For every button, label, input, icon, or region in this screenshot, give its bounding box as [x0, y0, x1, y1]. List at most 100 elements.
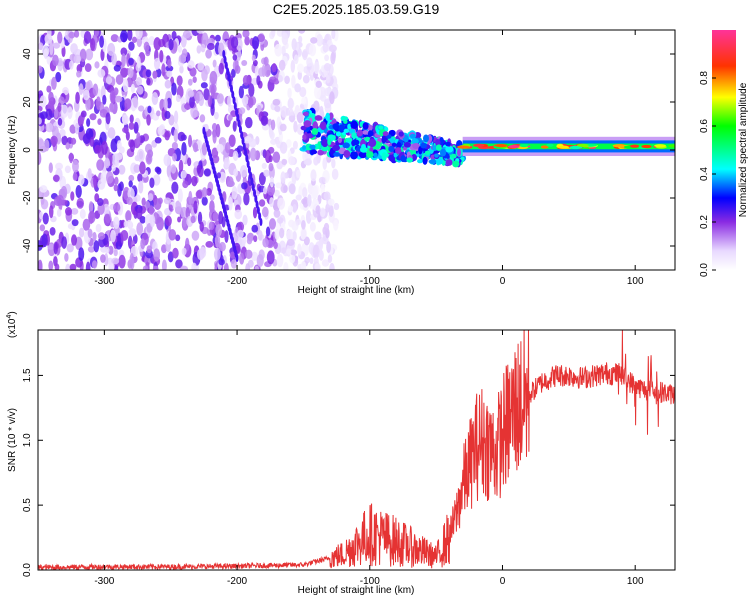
spectrogram-noise-blob — [38, 259, 43, 270]
spectrogram-noise-blob — [227, 95, 232, 108]
spectrogram-noise-blob — [180, 134, 187, 141]
spectrogram-noise-blob — [85, 97, 91, 111]
spectrogram-noise-blob — [188, 78, 193, 86]
spectrogram-noise-blob — [288, 183, 296, 195]
spectrogram-signal-blob — [398, 131, 404, 137]
spectrogram-noise-blob — [75, 184, 82, 199]
spectrogram-noise-blob — [201, 68, 208, 82]
spectrogram-noise-blob — [326, 241, 332, 253]
spectrogram-noise-blob — [104, 246, 110, 254]
spectrogram-noise-blob — [272, 151, 281, 163]
spectrogram-carrier-blob — [576, 143, 589, 147]
spectrogram-noise-blob — [48, 205, 54, 219]
spectrogram-noise-blob — [196, 30, 205, 34]
snr-y-tick-label: 0.5 — [22, 498, 33, 512]
spectrogram-x-tick-label: -200 — [227, 276, 247, 287]
spectrogram-signal-blob — [389, 137, 395, 144]
spectrogram-noise-blob — [302, 196, 309, 208]
spectrogram-noise-blob — [182, 216, 187, 228]
spectrogram-noise-blob — [263, 169, 270, 177]
spectrogram-noise-blob — [315, 205, 321, 215]
spectrogram-noise-blob — [274, 43, 283, 57]
spectrogram-noise-blob — [173, 128, 179, 143]
spectrogram-noise-blob — [301, 219, 306, 230]
spectrogram-noise-blob — [128, 57, 134, 66]
spectrogram-noise-blob — [117, 233, 122, 247]
chart-title: C2E5.2025.185.03.59.G19 — [273, 1, 440, 17]
spectrogram-noise-blob — [214, 234, 221, 248]
spectrogram-signal-blob — [345, 137, 353, 142]
spectrogram-noise-blob — [281, 247, 287, 254]
spectrogram-noise-blob — [187, 157, 192, 167]
spectrogram-noise-blob — [133, 164, 141, 173]
spectrogram-noise-blob — [309, 72, 314, 81]
snr-exponent-power: 4 — [6, 315, 13, 319]
spectrogram-streak-blob — [229, 84, 233, 93]
spectrogram-streak-blob — [237, 119, 241, 128]
spectrogram-noise-blob — [106, 171, 114, 184]
spectrogram-noise-blob — [292, 140, 298, 150]
spectrogram-noise-blob — [88, 201, 94, 213]
spectrogram-noise-blob — [109, 103, 114, 113]
spectrogram-signal-blob — [359, 146, 368, 153]
spectrogram-noise-blob — [87, 228, 93, 239]
spectrogram-noise-blob — [239, 164, 248, 178]
spectrogram-streak-blob — [238, 125, 242, 134]
spectrogram-signal-blob — [337, 137, 343, 144]
spectrogram-noise-blob — [238, 85, 244, 99]
spectrogram-noise-blob — [154, 137, 162, 144]
spectrogram-noise-blob — [111, 257, 120, 265]
spectrogram-x-ticks: -300 -200 -100 0 100 — [94, 30, 644, 287]
spectrogram-noise-blob — [309, 257, 314, 265]
spectrogram-noise-blob — [292, 230, 297, 241]
spectrogram-noise-blob — [118, 254, 126, 269]
spectrogram-noise-blob — [296, 111, 304, 124]
spectrogram-noise-blob — [65, 142, 71, 150]
spectrogram-noise-blob — [175, 94, 181, 103]
spectrogram-signal-blob — [450, 153, 457, 159]
spectrogram-noise-blob — [108, 245, 114, 255]
spectrogram-noise-blob — [171, 30, 177, 40]
spectrogram-noise-blob — [122, 78, 129, 93]
spectrogram-noise-blob — [122, 127, 129, 134]
spectrogram-streak-blob — [250, 177, 254, 186]
spectrogram-noise-blob — [267, 183, 276, 196]
spectrogram-noise-blob — [118, 164, 126, 175]
spectrogram-noise-blob — [274, 105, 281, 112]
spectrogram-noise-blob — [142, 265, 149, 270]
spectrogram-noise-blob — [318, 176, 326, 184]
spectrogram-noise-blob — [136, 132, 141, 146]
spectrogram-signal-blob — [343, 150, 351, 158]
spectrogram-noise-blob — [199, 114, 206, 123]
spectrogram-noise-blob — [180, 265, 188, 270]
spectrogram-noise-blob — [61, 135, 68, 146]
snr-exponent-base: (x10 — [7, 318, 18, 338]
spectrogram-noise-blob — [70, 43, 78, 54]
spectrogram-noise-blob — [89, 37, 96, 51]
spectrogram-noise-blob — [73, 54, 82, 64]
spectrogram-noise-blob — [119, 181, 124, 192]
spectrogram-noise-blob — [196, 164, 202, 174]
spectrogram-noise-blob — [261, 162, 267, 170]
spectrogram-signal-blob — [342, 142, 350, 149]
spectrogram-noise-blob — [116, 140, 122, 151]
spectrogram-noise-blob — [247, 96, 254, 109]
spectrogram-noise-blob — [161, 63, 166, 77]
spectrogram-signal-blob — [302, 111, 309, 117]
spectrogram-noise-blob — [179, 65, 184, 74]
spectrogram-noise-blob — [156, 167, 162, 175]
spectrogram-noise-blob — [213, 111, 219, 120]
spectrogram-noise-blob — [100, 254, 106, 263]
spectrogram-noise-blob — [210, 85, 215, 99]
spectrogram-noise-blob — [297, 63, 304, 73]
spectrogram-signal-blob — [434, 153, 439, 158]
snr-panel: -300 -200 -100 0 100 0.0 0.5 1.0 1.5 Height of … — [6, 311, 676, 596]
spectrogram-noise-blob — [245, 263, 251, 270]
spectrogram-noise-blob — [110, 229, 116, 243]
spectrogram-marks — [38, 30, 675, 270]
spectrogram-noise-blob — [227, 180, 235, 188]
spectrogram-noise-blob — [95, 223, 102, 233]
spectrogram-noise-blob — [245, 116, 253, 129]
spectrogram-noise-blob — [146, 114, 151, 126]
spectrogram-noise-blob — [261, 206, 269, 218]
